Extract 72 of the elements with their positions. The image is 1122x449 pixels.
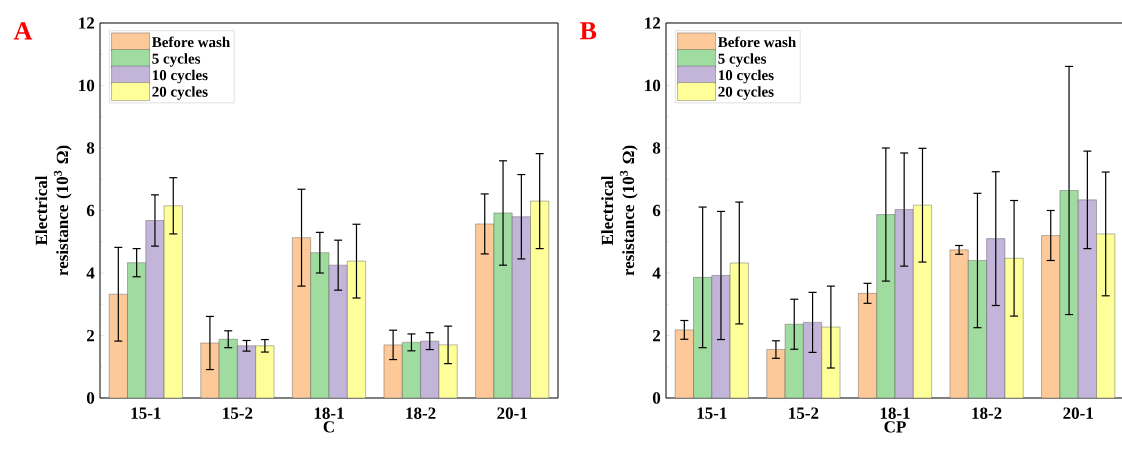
y-tick-label: 12 [79, 17, 95, 29]
chart-title: A [13, 22, 33, 40]
y-axis-title: Electrical resistance (10$^{3}$ Ω) [35, 145, 72, 276]
bar [127, 262, 146, 398]
bar [164, 205, 183, 398]
bar [949, 249, 969, 398]
x-tick-label: 15-1 [131, 407, 161, 419]
bar [237, 345, 256, 398]
bar [858, 293, 877, 398]
y-tick-label: 6 [652, 204, 661, 217]
legend-label: 10 cycles [152, 69, 208, 84]
bar [895, 209, 914, 398]
legend-label: Before wash [152, 36, 230, 48]
x-tick-label: 18-2 [972, 407, 1002, 419]
y-tick-label: 10 [79, 79, 95, 92]
bar [986, 238, 1005, 398]
x-tick-label: 15-2 [789, 407, 819, 419]
x-tick-label: 18-1 [314, 407, 344, 419]
y-tick-label: 4 [86, 267, 95, 279]
chart-title: B [580, 22, 597, 40]
legend-label: Before wash [718, 36, 796, 48]
bar [329, 265, 348, 398]
bar [1078, 199, 1097, 398]
bar [383, 344, 403, 398]
bar [913, 205, 932, 398]
x-tick-label: 15-2 [223, 407, 253, 419]
bar [145, 220, 165, 398]
legend-label: 10 cycles [718, 69, 774, 84]
bar [347, 261, 366, 398]
legend-label: 20 cycles [718, 86, 774, 100]
y-tick-label: 8 [86, 142, 95, 154]
x-tick-label: 15-1 [697, 407, 727, 419]
y-tick-label: 4 [652, 267, 661, 279]
bar [1004, 258, 1024, 398]
y-tick-label: 0 [652, 392, 661, 404]
bar [292, 237, 311, 398]
bar [1096, 233, 1116, 398]
bar [675, 329, 694, 398]
bar [402, 342, 421, 398]
x-tick-label: 18-2 [406, 407, 436, 419]
bar [475, 223, 495, 398]
y-tick-label: 2 [653, 329, 661, 342]
legend-label: 20 cycles [152, 86, 208, 100]
x-axis-title: C [323, 421, 334, 433]
bar [310, 252, 329, 398]
bar [766, 349, 786, 398]
y-tick-label: 2 [87, 329, 95, 342]
y-tick-label: 12 [645, 17, 661, 29]
bar [493, 212, 513, 398]
x-tick-label: 18-1 [880, 407, 910, 419]
y-tick-label: 10 [645, 79, 661, 92]
bar [968, 260, 987, 398]
bar [803, 322, 822, 398]
bar [785, 324, 804, 398]
bar [219, 339, 238, 398]
legend-label: 5 cycles [718, 53, 767, 67]
y-tick-label: 8 [652, 142, 661, 154]
bar [255, 345, 275, 398]
y-tick-label: 0 [86, 392, 95, 404]
bar [876, 214, 896, 398]
y-axis-title: Electrical resistance (10$^{3}$ Ω) [601, 145, 638, 276]
legend-label: 5 cycles [152, 53, 201, 67]
x-tick-label: 20-1 [1063, 407, 1093, 419]
bar [512, 216, 531, 398]
bar [530, 200, 550, 398]
bar [730, 263, 749, 398]
x-axis-title: CP [884, 421, 906, 433]
y-tick-label: 6 [86, 204, 95, 217]
bar [1041, 235, 1061, 398]
bar [109, 294, 128, 398]
bar [420, 341, 439, 398]
x-tick-label: 20-1 [497, 407, 527, 419]
